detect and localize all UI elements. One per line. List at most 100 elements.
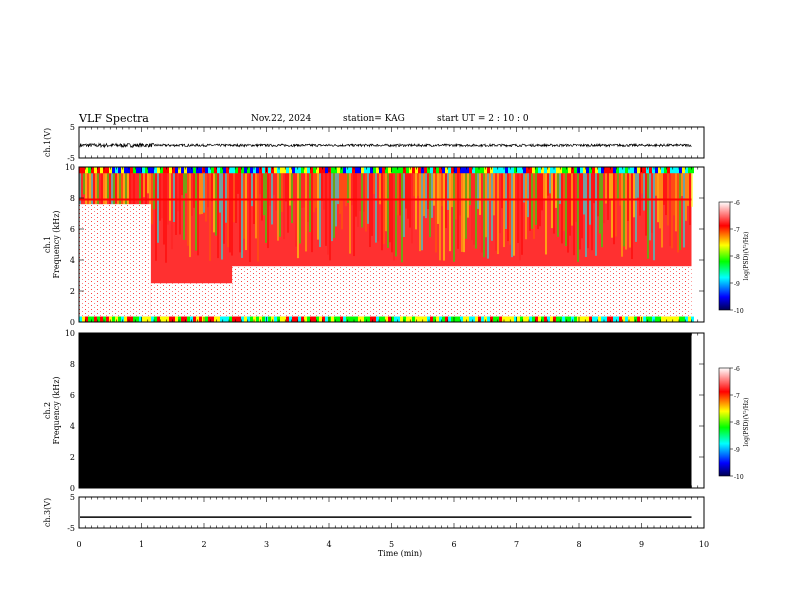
ch1-spectrogram-bottomband	[598, 316, 601, 322]
ch1-spectrogram-bottomband	[223, 316, 226, 322]
ch1-spectrogram-bottomband	[520, 316, 523, 322]
ch1-spectrogram-topband	[127, 167, 130, 174]
ch1-spectrogram-topband	[133, 167, 136, 174]
ch1-spectrogram-bottomband	[391, 316, 394, 322]
ch1-spectrogram-column	[239, 173, 241, 253]
ch1-spectrogram-bottomband	[397, 316, 400, 322]
ch1-spectrogram-bottomband	[415, 316, 418, 322]
ch1-spectrogram-topband	[664, 167, 667, 174]
ch1-spectrogram-bottomband	[286, 316, 289, 322]
ch1-spectrogram-column	[393, 173, 395, 261]
ch1-spectrogram-column	[435, 173, 437, 253]
ch1-spectrogram-bottomband	[418, 316, 421, 322]
ch1-spectrogram-bottomband	[97, 316, 100, 322]
ch1-spectrogram-column	[227, 173, 229, 248]
x-tick-label: 1	[139, 540, 144, 549]
ch1-spectrogram-column	[595, 173, 597, 256]
ch1-spectrogram-bottomband	[535, 316, 538, 322]
ch1-spectrogram-topband	[244, 167, 247, 174]
ch1-waveform	[79, 142, 692, 149]
ch1-spectrogram-topband	[154, 167, 157, 174]
ch1-spectrogram-bottomband	[427, 316, 430, 322]
ch1-spectrogram-topband	[211, 167, 214, 174]
ch1-spectrogram-topband	[589, 167, 592, 174]
ch1-spectrogram-bottomband	[475, 316, 478, 322]
ch1-spectrogram-bottomband	[409, 316, 412, 322]
ch1-spectrogram-bottomband	[247, 316, 250, 322]
ch1-spectrogram-column	[453, 173, 455, 262]
ch1-spectrogram-topband	[610, 167, 613, 174]
ch1-emission-region	[232, 266, 692, 317]
ch1-spectrogram-column	[567, 173, 569, 253]
ch1-spectrogram-topband	[433, 167, 436, 174]
ch1-spectrogram-column	[397, 173, 399, 216]
ch1-spectrogram-topband	[421, 167, 424, 174]
ch1-spectrogram-topband	[178, 167, 181, 174]
ch1-spectrogram-column	[497, 173, 499, 255]
y-tick-label: 2	[70, 453, 75, 462]
ch1-spectrogram-bottomband	[619, 316, 622, 322]
ch1-spectrogram-column	[521, 173, 523, 255]
ch1-spectrogram-column	[329, 173, 331, 261]
ch1-spectrogram-column	[203, 173, 205, 213]
ch1-spectrogram-column	[287, 173, 289, 233]
ch1-spectrogram-column	[545, 173, 547, 255]
ch1-spectrogram-bottomband	[511, 316, 514, 322]
ch1-spectrogram-column	[341, 173, 343, 230]
ch1-spectrogram-bottomband	[649, 316, 652, 322]
ch1-spectrogram-column	[149, 173, 151, 223]
ch1-spectrogram-column	[323, 173, 325, 210]
ch1-spectrogram-column	[169, 173, 171, 221]
ch1-spectrogram-topband	[505, 167, 508, 174]
ch1-spectrogram-bottomband	[292, 316, 295, 322]
ch1-spectrogram-topband	[406, 167, 409, 174]
ch1-spectrogram-column	[333, 173, 335, 239]
ch1-spectrogram-column	[675, 173, 677, 232]
ch1-spectrogram-bottomband	[637, 316, 640, 322]
ch1-spectrogram-column	[143, 173, 145, 198]
ch1-spectrogram-topband	[673, 167, 676, 174]
ch1-spectrogram-column	[359, 173, 361, 212]
ch1-spectrogram-column	[525, 173, 527, 240]
ch1-spectrogram-column	[491, 173, 493, 241]
ch1-spectrogram-column	[83, 173, 85, 195]
ch1-spectrogram-bottomband	[145, 316, 148, 322]
ch1-spectrogram-column	[559, 173, 561, 204]
ch1-spectrogram-bottomband	[238, 316, 241, 322]
ch1-spectrogram-topband	[655, 167, 658, 174]
ch1-spectrogram-topband	[235, 167, 238, 174]
ch1-spectrogram-column	[255, 173, 257, 239]
ch1-spectrogram-column	[565, 173, 567, 247]
ch1-spectrogram-topband	[514, 167, 517, 174]
ch1-spectrogram-column	[145, 173, 147, 224]
ch1-spectrogram-column	[377, 173, 379, 242]
y-tick-label: 6	[70, 391, 75, 400]
ch1-spectrogram-column	[291, 173, 293, 224]
ch1-spectrogram-bottomband	[574, 316, 577, 322]
ch1-spectrogram-topband	[277, 167, 280, 174]
ch1-spectrogram-column	[597, 173, 599, 217]
ch1-spectrogram-column	[389, 173, 391, 243]
ch1-spectrogram-topband	[499, 167, 502, 174]
ch1-spectrogram-topband	[316, 167, 319, 174]
y-tick-label: 2	[70, 287, 75, 296]
ch1-spectrogram-topband	[139, 167, 142, 174]
ch1-spectrogram-bottomband	[604, 316, 607, 322]
ch1-spectrogram-column	[587, 173, 589, 249]
ch1-spectrogram-topband	[217, 167, 220, 174]
ch1-spectrogram-column	[375, 173, 377, 243]
ch1-spectrogram-topband	[625, 167, 628, 174]
ch1-spectrogram-topband	[298, 167, 301, 174]
ch1-spectrogram-column	[137, 173, 139, 218]
ch1-spectrogram-column	[235, 173, 237, 224]
ch1-spectrogram-column	[421, 173, 423, 251]
ch1-spectrogram-topband	[109, 167, 112, 174]
ch1-spectrogram-column	[471, 173, 473, 241]
ch1-spectrogram-column	[433, 173, 435, 206]
ch1-spectrogram-bottomband	[436, 316, 439, 322]
y-tick-label: 10	[65, 163, 75, 172]
ch1-spectrogram-bottomband	[190, 316, 193, 322]
ch1-spectrogram-topband	[586, 167, 589, 174]
ch1-spectrogram-column	[661, 173, 663, 248]
ch1-spectrogram-topband	[571, 167, 574, 174]
